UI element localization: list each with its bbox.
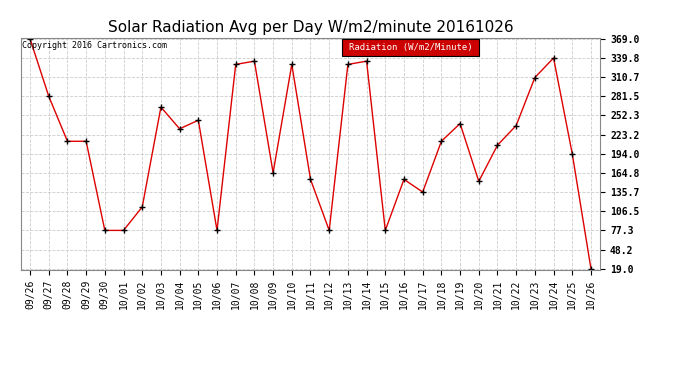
Text: Copyright 2016 Cartronics.com: Copyright 2016 Cartronics.com xyxy=(23,41,168,50)
FancyBboxPatch shape xyxy=(342,39,479,56)
Text: Radiation (W/m2/Minute): Radiation (W/m2/Minute) xyxy=(348,43,472,52)
Title: Solar Radiation Avg per Day W/m2/minute 20161026: Solar Radiation Avg per Day W/m2/minute … xyxy=(108,20,513,35)
